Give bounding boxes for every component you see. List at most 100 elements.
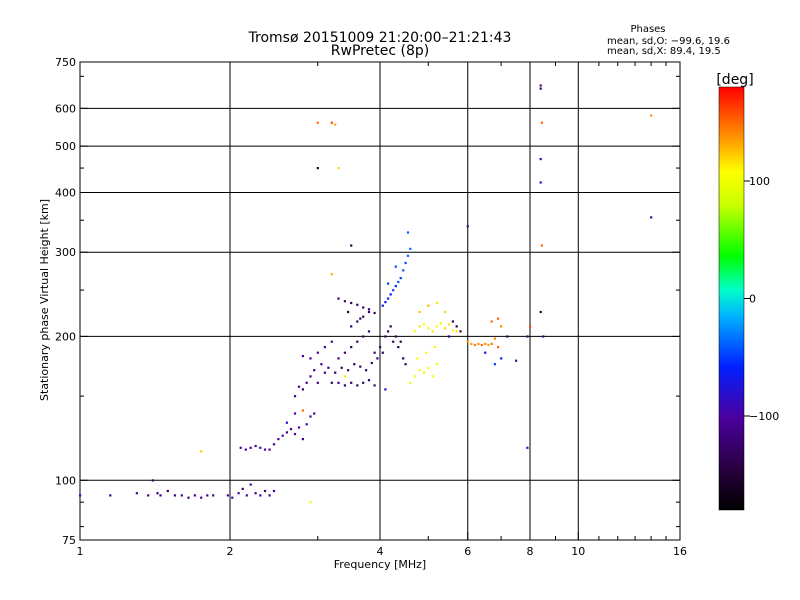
data-point [490,342,493,345]
data-point [327,366,330,369]
data-point [387,282,390,285]
data-point [443,310,447,314]
data-point [79,494,82,497]
data-point [376,357,379,360]
colorbar-tick-label: 0 [749,293,756,306]
data-point [249,483,252,486]
phase-stats-o: mean, sd,O: −99.6, 19.6 [607,36,730,47]
data-point [330,381,333,384]
data-point [263,489,267,493]
data-point [416,357,419,360]
data-point [422,323,426,326]
data-point [323,346,326,349]
data-point [427,327,430,330]
y-tick-label: 100 [55,474,76,487]
data-point [362,381,365,384]
data-point [404,261,407,265]
data-point [542,335,545,338]
data-point [497,346,500,349]
y-axis-ticks: 75 100 200 300 400 500 600 750 [55,56,680,547]
data-point [455,330,458,333]
data-point [337,167,340,170]
phase-stats-x: mean, sd,X: 89.4, 19.5 [607,46,721,57]
data-point [439,322,443,325]
data-point [373,351,376,354]
data-point [147,494,150,497]
data-point [301,355,304,358]
chart-title: Tromsø 20151009 21:20:00–21:21:43 [248,30,512,46]
data-point [500,357,503,360]
data-point [435,363,438,366]
data-point [480,343,483,347]
data-point [539,181,542,184]
data-point [293,395,297,398]
data-point [293,433,297,436]
data-point [356,303,359,306]
data-point [356,340,359,343]
data-point [384,388,387,391]
data-point [418,310,421,314]
data-point [350,301,353,305]
data-point [337,357,340,360]
x-tick-label: 16 [673,545,687,558]
data-point [297,385,301,388]
y-tick-label: 75 [62,534,76,547]
data-point [159,494,162,497]
data-point [323,371,326,374]
data-point [259,446,262,449]
data-point [435,325,438,328]
data-point [309,501,312,504]
data-point [387,330,390,333]
data-point [320,363,323,366]
data-point [650,216,653,219]
data-point [259,494,262,497]
data-point [493,363,496,366]
data-point [226,494,229,497]
data-point [399,340,402,343]
data-point [334,123,337,126]
data-point [297,426,301,429]
data-point [151,479,154,482]
data-point [289,428,293,431]
data-point [484,351,487,354]
data-point [493,337,496,340]
colorbar-tick-label: −100 [749,410,779,423]
data-point [451,320,454,323]
data-point [356,320,359,323]
y-tick-label: 750 [55,56,76,69]
data-point [515,359,518,362]
data-point [337,381,340,384]
data-point [212,494,215,497]
data-point [254,492,257,495]
data-point [281,434,284,437]
data-point [359,317,362,320]
x-tick-label: 4 [377,545,384,558]
data-point [367,330,371,333]
data-point [293,412,297,415]
data-point [330,273,333,276]
data-point [350,346,353,349]
data-point [362,306,365,309]
data-point [316,381,319,384]
colorbar-tick-label: 100 [749,175,770,188]
data-point [435,301,438,305]
data-point [466,340,469,343]
x-tick-label: 6 [464,545,471,558]
data-point [381,304,384,307]
y-tick-label: 400 [55,186,76,199]
data-point [263,448,267,451]
data-point [539,158,542,161]
data-point [387,297,390,300]
data-point [394,285,397,288]
data-point [540,244,543,247]
data-point [418,325,421,328]
data-point [301,438,304,441]
data-point [431,375,434,378]
data-point [362,315,365,318]
data-point [381,351,384,354]
data-point [166,489,169,493]
data-point [397,280,400,284]
data-point [451,329,454,332]
data-point [409,381,412,384]
